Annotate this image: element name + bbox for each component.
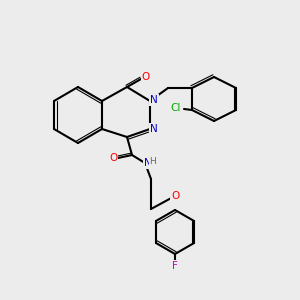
Text: O: O bbox=[171, 191, 179, 201]
Text: O: O bbox=[142, 72, 150, 82]
Text: N: N bbox=[150, 124, 158, 134]
Text: F: F bbox=[172, 261, 178, 271]
Text: Cl: Cl bbox=[171, 103, 181, 113]
Text: H: H bbox=[150, 157, 156, 166]
Text: O: O bbox=[109, 153, 117, 163]
Text: N: N bbox=[144, 158, 152, 168]
Text: N: N bbox=[150, 95, 158, 105]
